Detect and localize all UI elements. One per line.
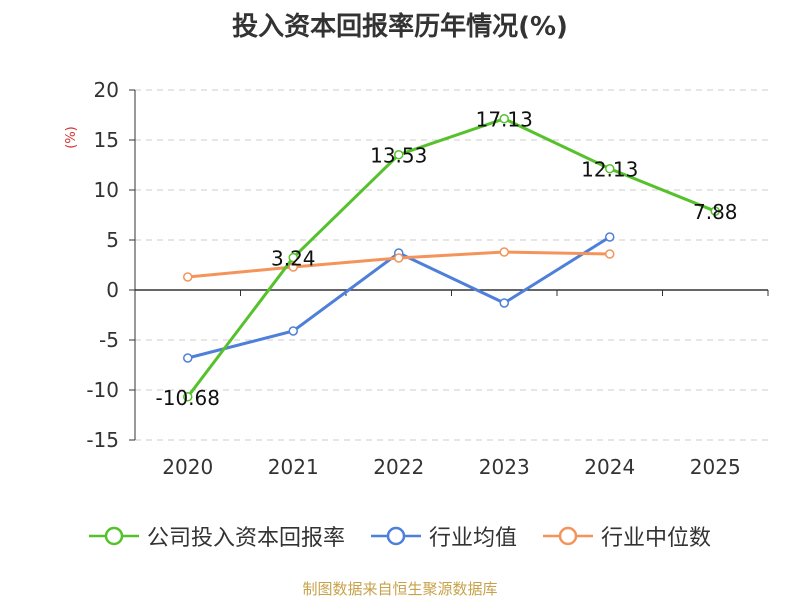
data-point — [394, 253, 404, 263]
data-point — [394, 149, 404, 160]
data-label: 3.24 — [271, 247, 316, 271]
legend-marker-company-icon — [88, 526, 139, 546]
data-point — [710, 206, 720, 216]
y-tick-label: 15 — [94, 128, 119, 152]
data-point — [605, 249, 615, 259]
legend-circle — [104, 526, 124, 546]
x-tick-label: 2025 — [690, 455, 741, 479]
data-point — [499, 113, 509, 124]
data-label: 17.13 — [476, 108, 533, 132]
line-chart: 20 15 10 5 0 -5 -10 -15 2020 2021 2022 2023 2024 2025… — [86, 78, 769, 479]
x-tick-label: 2020 — [162, 455, 213, 479]
y-tick-label: 5 — [106, 228, 119, 252]
x-tick-label: 2022 — [373, 455, 424, 479]
chart-title: 投入资本回报率历年情况(%) — [232, 12, 568, 42]
data-point — [499, 298, 509, 308]
data-label: -10.68 — [156, 386, 220, 410]
data-point — [288, 252, 298, 263]
data-point — [183, 392, 193, 402]
legend-label-industry-median: 行业中位数 — [601, 526, 712, 551]
x-tick-label: 2021 — [268, 455, 319, 479]
legend-marker-industry-median-icon — [543, 526, 593, 546]
y-tick-label: -10 — [86, 378, 119, 402]
legend-item-industry-mean[interactable]: 行业均值 — [370, 520, 517, 552]
legend-circle — [386, 526, 406, 546]
source-footer: 制图数据来自恒生聚源数据库 — [302, 580, 498, 598]
series-line — [186, 117, 716, 398]
data-point — [288, 326, 298, 336]
data-point — [605, 232, 615, 242]
legend-label-company: 公司投入资本回报率 — [146, 526, 345, 551]
data-label: 7.88 — [693, 200, 738, 224]
legend-marker-industry-mean-icon — [370, 526, 421, 546]
data-point — [183, 353, 193, 363]
x-tick-label: 2023 — [479, 455, 530, 479]
y-tick-label: 20 — [94, 78, 119, 102]
y-tick-label: -15 — [86, 428, 119, 452]
data-label: 12.13 — [581, 158, 638, 182]
data-label: 13.53 — [370, 144, 427, 168]
legend: 公司投入资本回报率 行业均值 行业中位数 — [0, 520, 800, 552]
y-tick-label: -5 — [99, 328, 119, 352]
data-point — [183, 272, 193, 282]
data-point — [288, 262, 298, 272]
legend-item-industry-median[interactable]: 行业中位数 — [543, 520, 711, 552]
y-tick-label: 0 — [106, 278, 119, 302]
data-point — [499, 247, 509, 257]
legend-label-industry-mean: 行业均值 — [428, 526, 517, 551]
x-tick-label: 2024 — [584, 455, 635, 479]
data-point — [605, 163, 615, 174]
legend-circle — [558, 526, 578, 546]
legend-item-company[interactable]: 公司投入资本回报率 — [88, 520, 345, 552]
y-tick-label: 10 — [94, 178, 119, 202]
